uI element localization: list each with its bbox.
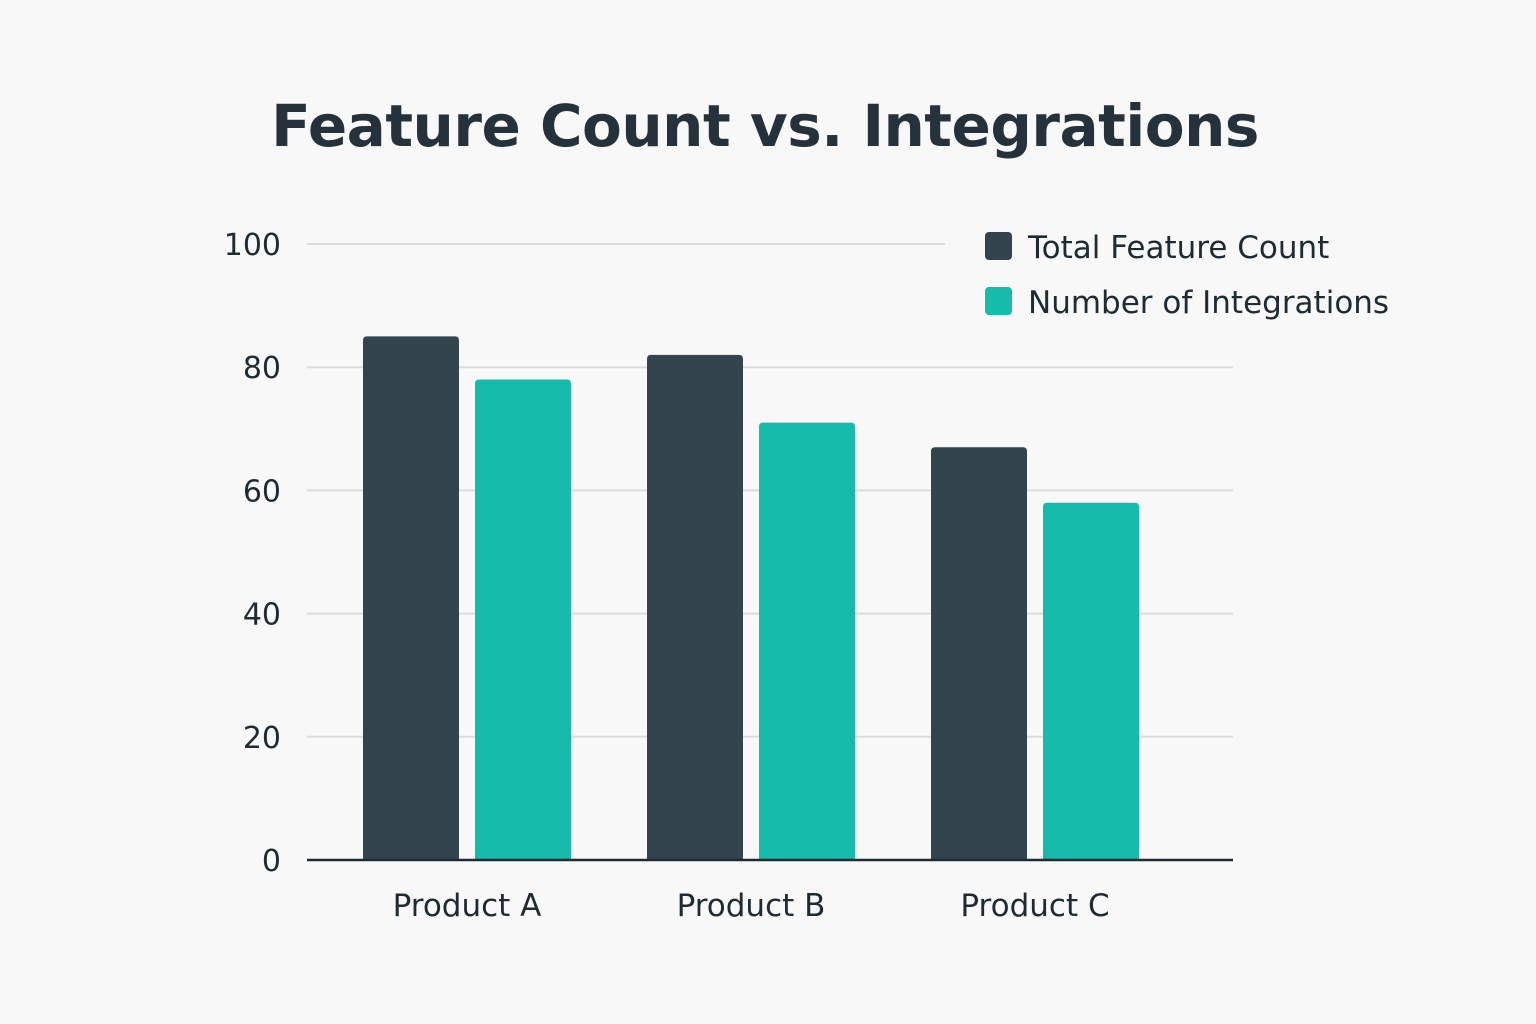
legend-label: Number of Integrations — [1028, 285, 1389, 321]
x-tick-label: Product A — [393, 888, 542, 924]
bar — [363, 336, 459, 860]
y-tick-label: 80 — [243, 351, 281, 386]
chart-title: Feature Count vs. Integrations — [271, 92, 1259, 160]
legend-swatch — [985, 232, 1012, 260]
bar — [1043, 502, 1139, 860]
bar — [475, 379, 571, 860]
legend-swatch — [985, 287, 1012, 315]
x-tick-label: Product B — [677, 888, 826, 924]
y-tick-label: 0 — [262, 844, 281, 879]
y-tick-label: 20 — [243, 721, 281, 756]
legend-label: Total Feature Count — [1027, 230, 1329, 266]
y-tick-label: 40 — [243, 598, 281, 633]
y-tick-label: 60 — [243, 474, 281, 509]
x-tick-label: Product C — [960, 888, 1109, 924]
bar — [759, 422, 855, 860]
bar — [647, 354, 743, 860]
y-tick-label: 100 — [224, 228, 281, 263]
bar — [931, 447, 1027, 860]
